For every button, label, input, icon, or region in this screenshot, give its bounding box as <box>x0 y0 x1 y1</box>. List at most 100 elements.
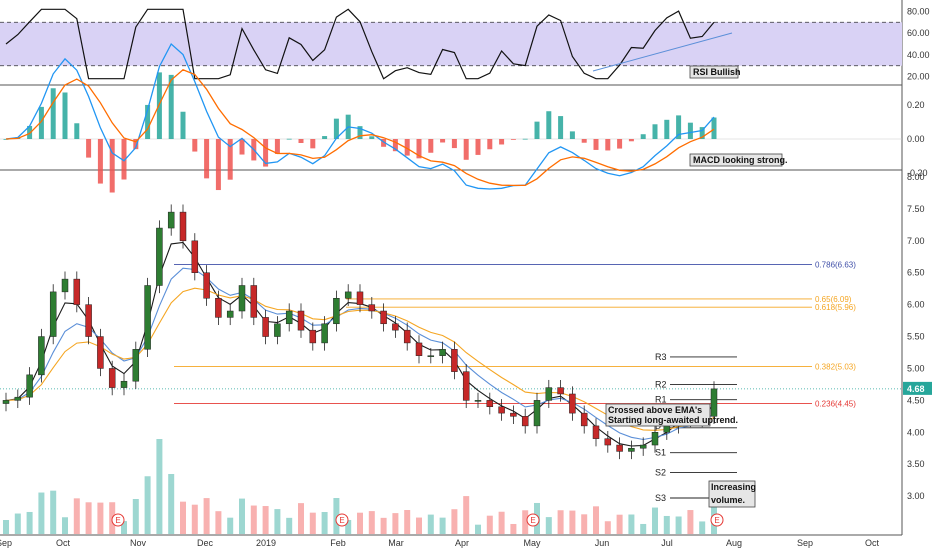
candle-body <box>498 406 505 414</box>
candle-body <box>710 388 718 417</box>
candle-body <box>321 323 328 344</box>
last-price-badge <box>903 381 932 395</box>
volume-bar <box>215 511 222 534</box>
macd-histogram-bar <box>109 139 115 193</box>
macd-histogram-bar <box>180 111 186 139</box>
macd-line <box>5 42 715 190</box>
volume-bar <box>321 512 328 534</box>
macd-histogram-bar <box>310 139 316 149</box>
candle-body <box>380 310 387 325</box>
candle-body <box>486 400 494 407</box>
macd-histogram-bar <box>510 139 516 140</box>
candle-body <box>403 329 411 344</box>
volume-bar <box>604 521 611 534</box>
candle-body <box>557 387 564 395</box>
macd-histogram-bar <box>62 92 68 139</box>
candle-body <box>285 310 293 325</box>
volume-annotation-line1: Increasing <box>711 482 756 492</box>
rsi-tick-label: 20.00 <box>907 72 930 82</box>
volume-bar <box>640 523 647 534</box>
volume-bar <box>180 501 186 534</box>
candle-body <box>179 211 187 242</box>
volume-annotation-line2: volume. <box>711 495 745 505</box>
volume-bar <box>663 515 670 534</box>
macd-histogram-bar <box>593 139 599 150</box>
candle-body <box>663 425 671 433</box>
time-tick-label: Jul <box>661 538 673 548</box>
macd-histogram-bar <box>664 119 670 139</box>
macd-histogram-bar <box>38 106 44 139</box>
macd-histogram-bar <box>121 139 127 180</box>
macd-histogram-bar <box>699 127 705 139</box>
volume-bar <box>522 510 529 534</box>
volume-bar <box>593 506 599 534</box>
macd-histogram-bar <box>451 139 457 149</box>
volume-bar <box>274 509 281 534</box>
candle-body <box>392 323 399 331</box>
macd-histogram-bar <box>239 139 245 155</box>
earnings-marker <box>526 513 540 527</box>
volume-bar <box>168 474 175 534</box>
candle-body <box>628 447 635 452</box>
volume-bar <box>3 520 9 534</box>
volume-bar <box>262 506 269 534</box>
macd-histogram-bar <box>569 131 575 139</box>
candle-body <box>274 323 281 337</box>
macd-histogram-bar <box>227 139 233 180</box>
candle-body <box>14 396 22 401</box>
volume-bar <box>26 511 33 534</box>
volume-bar <box>581 514 588 534</box>
candle-body <box>344 291 352 299</box>
volume-annotation: Increasing volume. <box>708 480 756 508</box>
macd-histogram-bar <box>392 139 398 152</box>
time-tick-label: Oct <box>865 538 880 548</box>
time-tick-label: Sep <box>797 538 813 548</box>
macd-histogram-bar <box>274 139 280 154</box>
time-tick-label: Oct <box>56 538 71 548</box>
time-tick-label: Sep <box>0 538 12 548</box>
volume-bar <box>699 521 706 534</box>
macd-histogram-bar <box>97 139 103 184</box>
macd-histogram-bar <box>204 139 210 179</box>
candle-body <box>462 371 470 401</box>
volume-bar <box>510 523 517 534</box>
candle-body <box>262 317 269 337</box>
macd-histogram-bar <box>322 136 328 139</box>
candle-body <box>356 291 364 305</box>
price-tick-label: 5.50 <box>907 332 925 342</box>
candle-body <box>616 444 623 452</box>
volume-bar <box>62 517 68 534</box>
volume-bar <box>250 505 257 534</box>
candle-body <box>73 278 81 305</box>
candle-body <box>415 342 423 356</box>
volume-bar <box>85 502 92 534</box>
macd-histogram-bar <box>581 139 587 143</box>
volume-bar <box>203 498 210 534</box>
candle-body <box>569 393 576 414</box>
candle-body <box>191 240 199 273</box>
volume-bar <box>38 492 45 534</box>
volume-bar <box>628 514 635 534</box>
candle-body <box>203 272 210 299</box>
macd-annotation-text: MACD looking strong. <box>693 155 788 165</box>
macd-histogram-bar <box>145 104 151 139</box>
volume-bar <box>439 517 446 534</box>
volume-bar <box>345 519 352 534</box>
candle-body <box>156 227 163 286</box>
candle-body <box>38 336 45 376</box>
earnings-marker <box>710 513 724 527</box>
volume-bar <box>132 499 139 534</box>
macd-histogram-bar <box>487 139 493 150</box>
rsi-line <box>5 8 715 80</box>
price-tick-label: 4.00 <box>907 427 925 437</box>
candle-body <box>333 298 340 325</box>
candle-body <box>521 416 529 427</box>
macd-histogram-bar <box>192 139 198 152</box>
pivot-label: R1 <box>655 395 667 405</box>
volume-bar <box>545 517 552 534</box>
macd-histogram-bar <box>156 72 162 139</box>
macd-tick-label: 0.20 <box>907 100 925 110</box>
volume-bar <box>121 521 127 534</box>
